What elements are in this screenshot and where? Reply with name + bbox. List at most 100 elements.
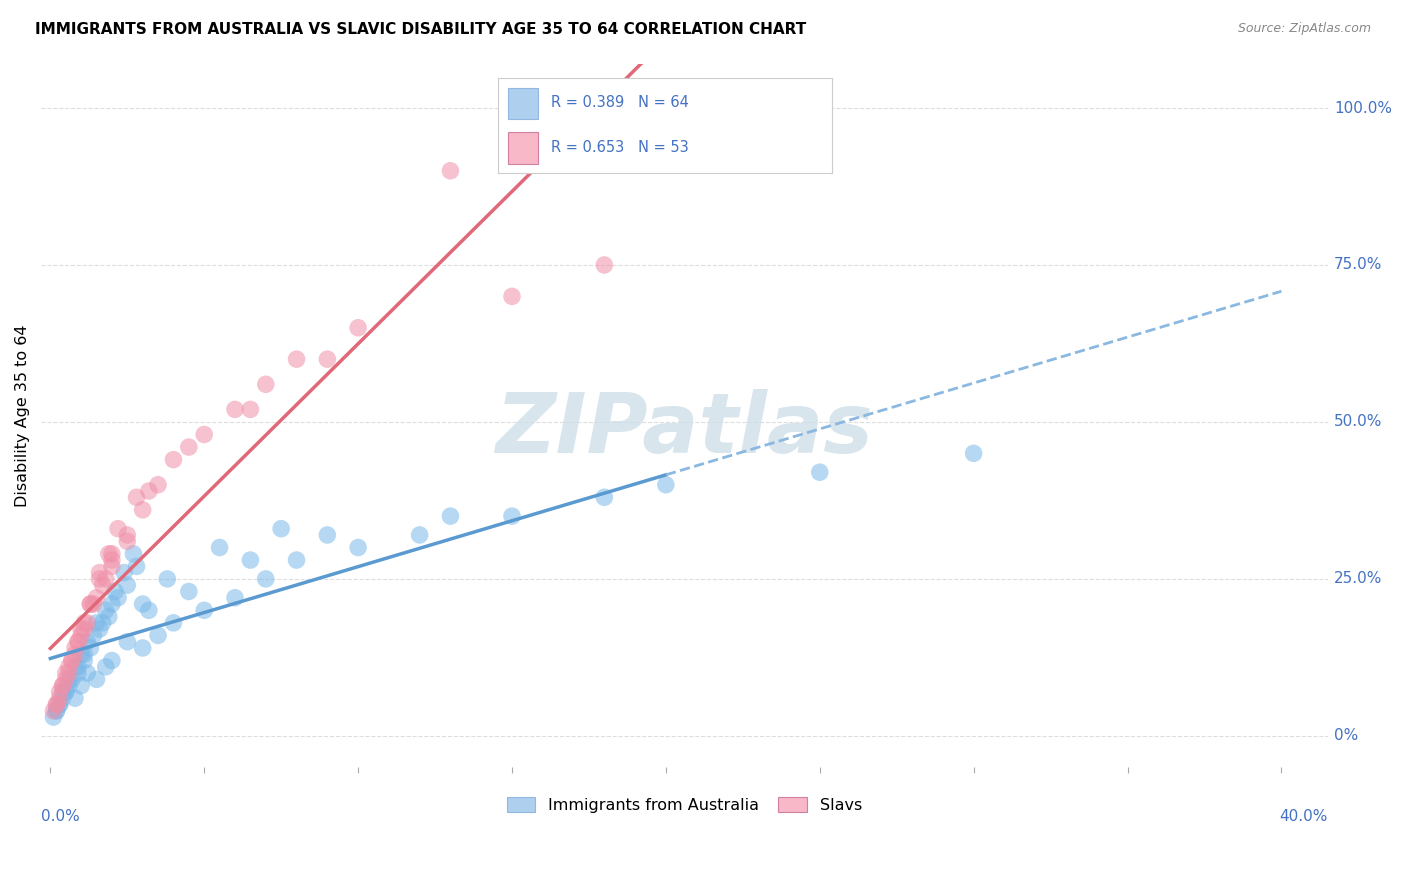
Point — [58, 673, 80, 687]
Point — [97, 609, 120, 624]
Point — [146, 477, 169, 491]
Point — [131, 503, 153, 517]
Point — [60, 673, 83, 687]
Point — [67, 660, 90, 674]
Point — [63, 660, 86, 674]
Point — [107, 522, 129, 536]
Point — [122, 547, 145, 561]
Point — [52, 691, 75, 706]
Point — [60, 654, 83, 668]
Point — [193, 603, 215, 617]
Point — [162, 452, 184, 467]
Point — [97, 547, 120, 561]
Point — [316, 528, 339, 542]
Point — [45, 698, 67, 712]
Point — [91, 615, 114, 630]
Point — [58, 660, 80, 674]
Point — [501, 509, 523, 524]
Point — [808, 465, 831, 479]
Point — [48, 685, 70, 699]
Point — [86, 673, 108, 687]
Point — [73, 654, 96, 668]
Point — [177, 584, 200, 599]
Point — [45, 704, 67, 718]
Point — [104, 584, 127, 599]
Point — [45, 704, 67, 718]
Point — [347, 541, 370, 555]
Point — [316, 352, 339, 367]
Point — [86, 615, 108, 630]
Point — [501, 289, 523, 303]
Text: 75.0%: 75.0% — [1334, 258, 1382, 272]
Point — [101, 553, 124, 567]
Point — [285, 352, 308, 367]
Text: Source: ZipAtlas.com: Source: ZipAtlas.com — [1237, 22, 1371, 36]
Point — [70, 679, 93, 693]
Point — [89, 622, 111, 636]
Point — [67, 666, 90, 681]
Point — [117, 634, 139, 648]
Point — [79, 597, 101, 611]
Point — [125, 559, 148, 574]
Point — [101, 597, 124, 611]
Legend: Immigrants from Australia, Slavs: Immigrants from Australia, Slavs — [501, 790, 869, 819]
Point — [55, 666, 77, 681]
Point — [79, 597, 101, 611]
Point — [117, 528, 139, 542]
Point — [94, 603, 117, 617]
Point — [101, 559, 124, 574]
Point — [138, 603, 160, 617]
Point — [67, 634, 90, 648]
Point — [73, 615, 96, 630]
Point — [131, 640, 153, 655]
Point — [63, 691, 86, 706]
Point — [94, 572, 117, 586]
Point — [347, 320, 370, 334]
Text: 50.0%: 50.0% — [1334, 415, 1382, 429]
Point — [270, 522, 292, 536]
Point — [89, 572, 111, 586]
Point — [101, 547, 124, 561]
Point — [73, 622, 96, 636]
Point — [55, 685, 77, 699]
Point — [58, 679, 80, 693]
Point — [48, 691, 70, 706]
Point — [52, 679, 75, 693]
Point — [58, 666, 80, 681]
Point — [42, 704, 65, 718]
Point — [439, 163, 461, 178]
Point — [224, 402, 246, 417]
Text: 100.0%: 100.0% — [1334, 101, 1392, 115]
Point — [224, 591, 246, 605]
Point — [593, 490, 616, 504]
Point — [208, 541, 231, 555]
Text: ZIPatlas: ZIPatlas — [495, 389, 873, 470]
Point — [177, 440, 200, 454]
Point — [70, 628, 93, 642]
Point — [439, 509, 461, 524]
Point — [79, 640, 101, 655]
Text: 0.0%: 0.0% — [41, 809, 80, 824]
Point — [70, 647, 93, 661]
Text: 25.0%: 25.0% — [1334, 572, 1382, 586]
Point — [239, 553, 262, 567]
Point — [82, 628, 104, 642]
Point — [112, 566, 135, 580]
Point — [285, 553, 308, 567]
Point — [94, 660, 117, 674]
Point — [42, 710, 65, 724]
Point — [73, 647, 96, 661]
Point — [138, 483, 160, 498]
Point — [76, 634, 98, 648]
Point — [239, 402, 262, 417]
Point — [408, 528, 430, 542]
Point — [593, 258, 616, 272]
Point — [254, 377, 277, 392]
Point — [107, 591, 129, 605]
Point — [52, 685, 75, 699]
Point — [146, 628, 169, 642]
Text: 0%: 0% — [1334, 729, 1358, 743]
Point — [156, 572, 179, 586]
Point — [48, 698, 70, 712]
Point — [63, 640, 86, 655]
